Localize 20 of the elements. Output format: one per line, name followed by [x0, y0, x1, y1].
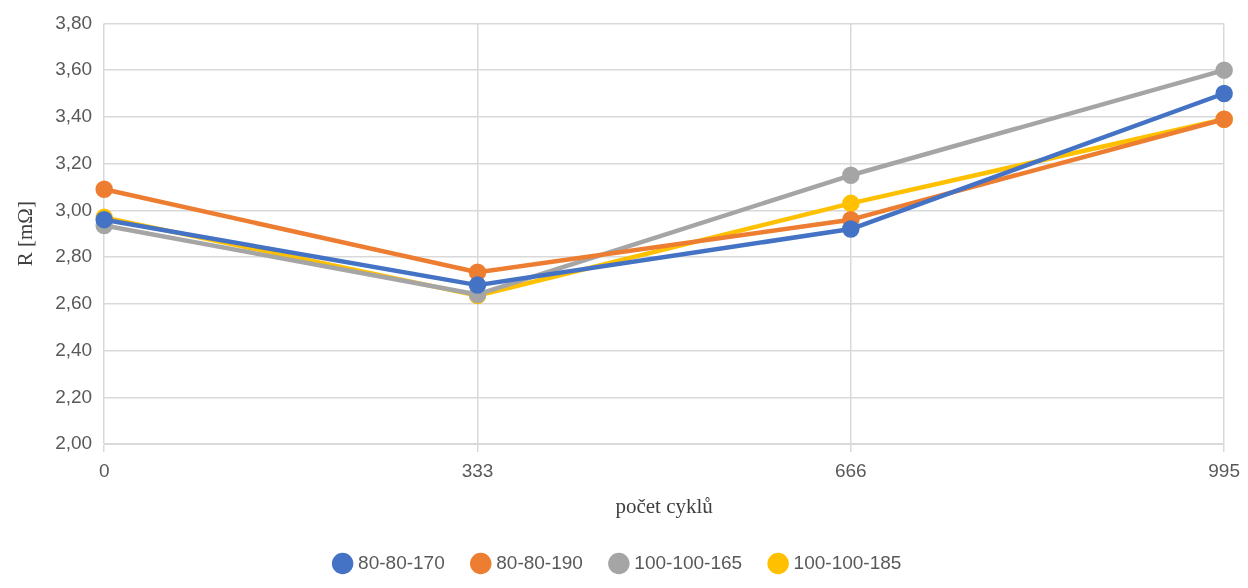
- y-tick-label: 3,20: [55, 151, 93, 173]
- x-tick-label: 0: [98, 459, 110, 481]
- y-axis-title: R [mΩ]: [13, 201, 38, 267]
- x-tick-label: 995: [1208, 459, 1240, 481]
- legend-label: 100-100-165: [634, 551, 743, 573]
- y-tick-label: 3,40: [55, 105, 93, 127]
- legend-label: 80-80-190: [496, 551, 583, 573]
- legend-label: 100-100-185: [793, 551, 902, 573]
- y-tick-label: 2,60: [55, 292, 93, 314]
- x-axis-title: počet cyklů: [615, 493, 714, 518]
- x-tick-label: 666: [834, 459, 867, 481]
- y-tick-label: 3,00: [55, 198, 93, 220]
- y-tick-label: 3,60: [55, 58, 93, 80]
- y-tick-label: 2,40: [55, 338, 93, 360]
- legend-label: 80-80-170: [358, 551, 445, 573]
- y-tick-label: 3,80: [55, 11, 93, 33]
- y-tick-label: 2,00: [55, 432, 93, 454]
- y-tick-label: 2,80: [55, 245, 93, 267]
- y-tick-label: 2,20: [55, 385, 93, 407]
- x-tick-label: 333: [461, 459, 494, 481]
